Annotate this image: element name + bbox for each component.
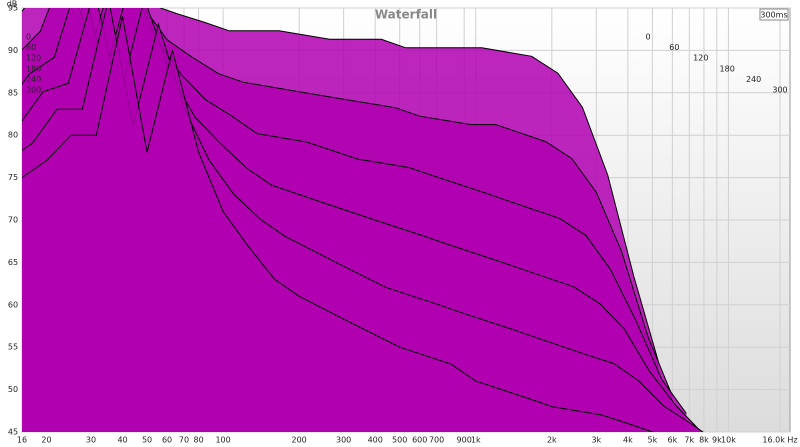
depth-label-left: 60	[26, 43, 36, 52]
x-tick-label: 700	[429, 436, 444, 445]
depth-label-left: 300	[26, 86, 41, 95]
depth-label-right: 0	[645, 33, 650, 42]
slice-fill	[22, 16, 653, 432]
x-tick-label: 2k	[547, 436, 557, 445]
x-tick-label: 8k	[699, 436, 709, 445]
x-tick-label: 500	[392, 436, 407, 445]
y-tick-label: 85	[8, 88, 18, 97]
x-tick-label: 600	[412, 436, 427, 445]
x-tick-label: 40	[117, 436, 127, 445]
y-tick-label: 50	[8, 385, 18, 394]
slice-line	[22, 8, 659, 362]
depth-label-left: 0	[26, 33, 31, 42]
y-tick-label: 55	[8, 343, 18, 352]
x-tick-label: 30	[86, 436, 96, 445]
x-tick-label: 60	[162, 436, 172, 445]
depth-label-right: 60	[669, 43, 679, 52]
y-tick-label: 75	[8, 173, 18, 182]
x-tick-label: 4k	[623, 436, 633, 445]
x-tick-label: 80	[194, 436, 204, 445]
x-tick-label: 20	[41, 436, 51, 445]
chart-title: Waterfall	[375, 8, 437, 22]
depth-label-right: 300	[772, 86, 787, 95]
x-tick-label: 3k	[591, 436, 601, 445]
x-tick-label: 200	[292, 436, 307, 445]
time-span: 300ms	[760, 11, 787, 20]
depth-label-right: 180	[720, 64, 735, 73]
depth-label-left: 180	[26, 64, 41, 73]
y-tick-label: 90	[8, 46, 18, 55]
slice-line	[22, 8, 701, 432]
x-tick-label: 100	[215, 436, 230, 445]
y-tick-label: 60	[8, 300, 18, 309]
y-tick-label: 70	[8, 216, 18, 225]
x-tick-label: 50	[142, 436, 152, 445]
x-tick-label: 5k	[647, 436, 657, 445]
x-tick-label: 16	[17, 436, 27, 445]
depth-label-left: 120	[26, 54, 41, 63]
time-box	[759, 8, 789, 21]
depth-label-right: 240	[746, 75, 761, 84]
x-tick-label: 6k	[668, 436, 678, 445]
y-tick-label: 80	[8, 131, 18, 140]
depth-label-right: 120	[693, 54, 708, 63]
slice-line	[22, 8, 704, 432]
x-tick-label: 300	[336, 436, 351, 445]
x-tick-label: 9k	[712, 436, 722, 445]
slice-line	[22, 16, 654, 432]
y-tick-label: 65	[8, 258, 18, 267]
x-tick-label: 1k	[471, 436, 481, 445]
x-tick-label: 16.0k Hz	[762, 436, 797, 445]
x-tick-label: 10k	[721, 436, 736, 445]
x-tick-label: 400	[368, 436, 383, 445]
x-tick-label: 900	[457, 436, 472, 445]
y-axis-label: dB	[7, 0, 18, 9]
x-tick-label: 70	[179, 436, 189, 445]
slices	[22, 8, 704, 432]
y-tick-label: 95	[8, 4, 18, 13]
slice-line	[22, 8, 673, 397]
y-tick-label: 45	[8, 428, 18, 437]
x-tick-label: 7k	[684, 436, 694, 445]
slice-line	[22, 8, 687, 414]
depth-label-left: 240	[26, 75, 41, 84]
